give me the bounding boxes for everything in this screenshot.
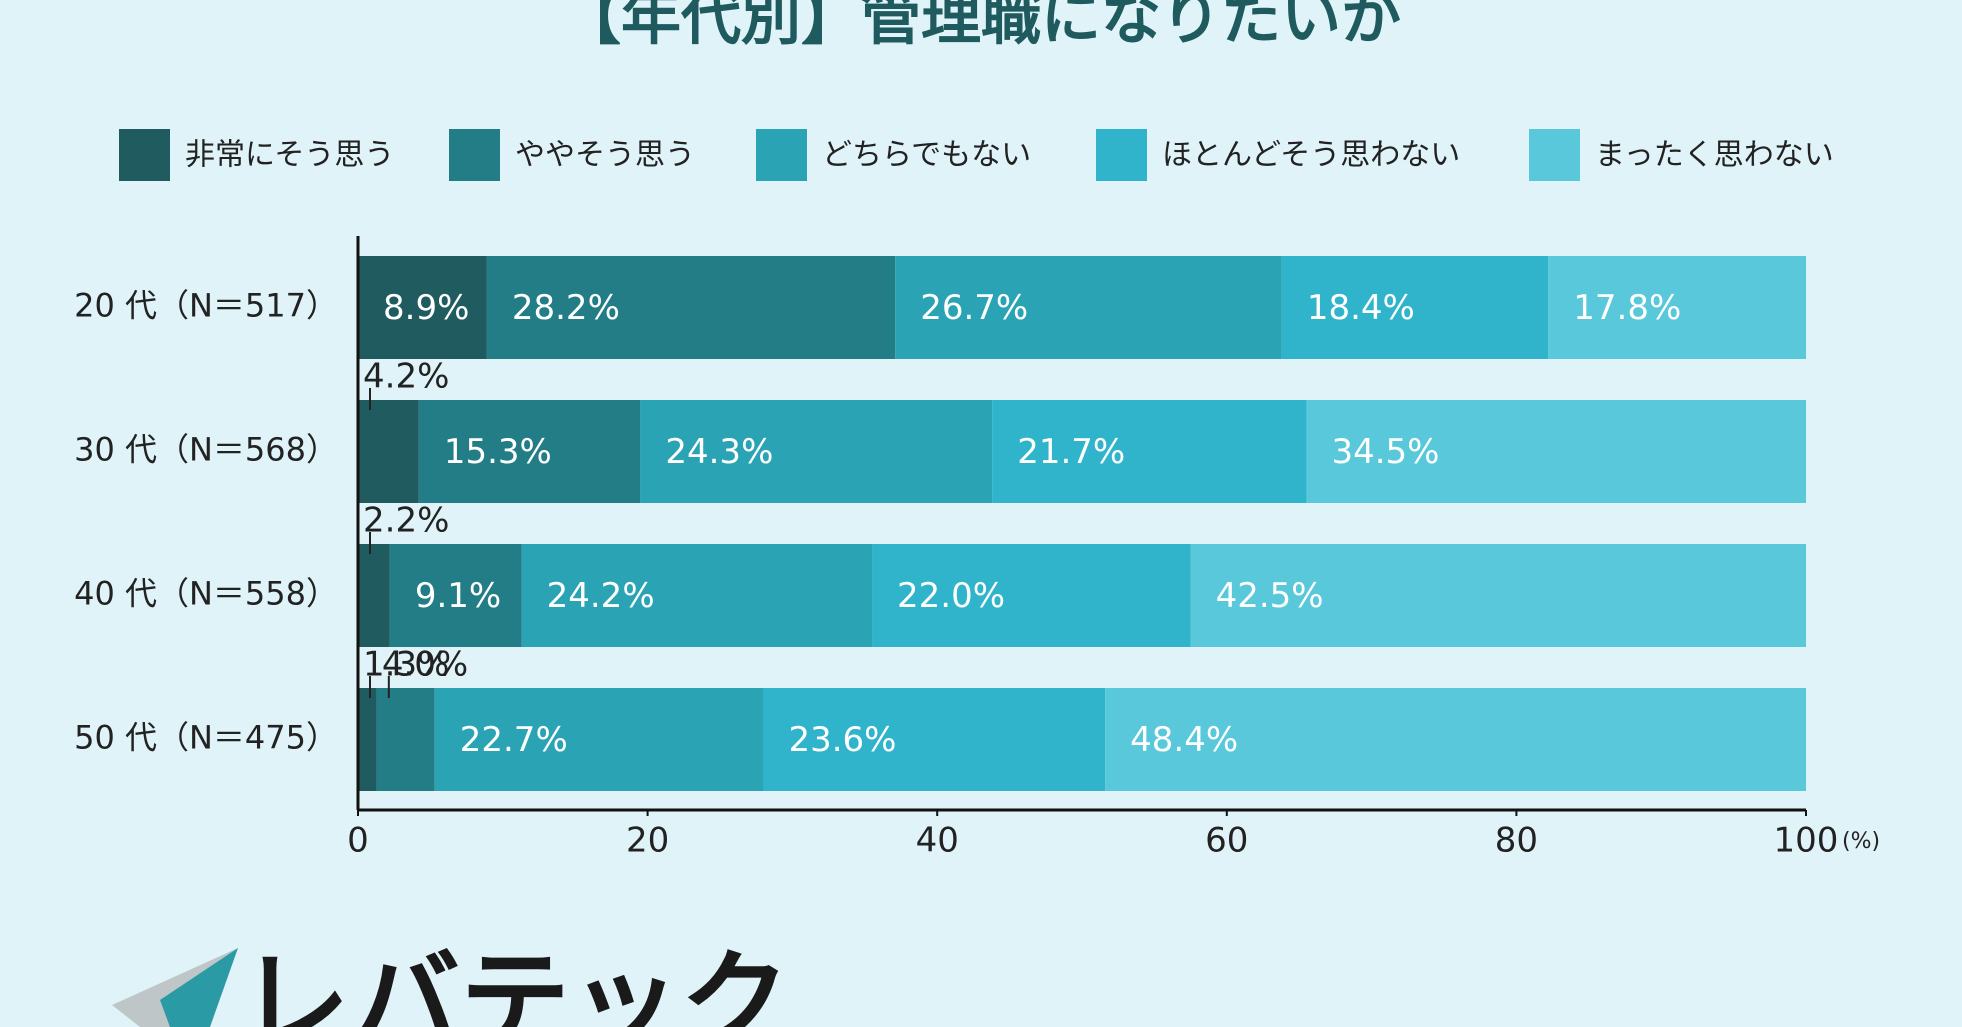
value-label: 22.0% xyxy=(897,576,1005,616)
value-label: 1.3% xyxy=(363,645,449,685)
bar-segment xyxy=(358,400,419,503)
legend-label: 非常にそう思う xyxy=(185,138,394,173)
value-label: 2.2% xyxy=(363,501,449,541)
bar-segment xyxy=(358,256,487,359)
value-label: 8.9% xyxy=(383,288,469,328)
bar-segment xyxy=(521,544,873,647)
legend-label: ややそう思う xyxy=(515,138,695,173)
legend-swatch xyxy=(449,129,500,181)
bar-segment xyxy=(1105,688,1806,791)
logo: レバテック xyxy=(240,938,790,1027)
chart-title: 【年代別】管理職になりたいか xyxy=(561,0,1401,54)
bar-segment xyxy=(640,400,993,503)
value-label: 15.3% xyxy=(444,432,552,472)
x-tick-label: 60 xyxy=(1205,821,1248,861)
bar-segment xyxy=(1548,256,1806,359)
bar-segment xyxy=(358,688,377,791)
y-tick-label: 20 代（N＝517） xyxy=(74,287,338,325)
bar-segment xyxy=(872,544,1191,647)
bar-segment xyxy=(1281,256,1549,359)
x-tick-label: 0 xyxy=(347,821,369,861)
x-tick-label: 100 xyxy=(1774,821,1839,861)
value-label: 4.2% xyxy=(363,357,449,397)
y-tick-label: 40 代（N＝558） xyxy=(74,575,338,613)
value-label: 23.6% xyxy=(788,720,896,760)
value-label: 9.1% xyxy=(415,576,501,616)
bar-segment xyxy=(376,688,435,791)
value-label: 18.4% xyxy=(1307,288,1415,328)
x-tick-label: 20 xyxy=(626,821,669,861)
legend-swatch xyxy=(756,129,807,181)
value-label: 28.2% xyxy=(512,288,620,328)
value-label: 4.0% xyxy=(382,645,468,685)
legend-label: まったく思わない xyxy=(1595,138,1834,173)
value-label: 34.5% xyxy=(1331,432,1439,472)
y-tick-label: 50 代（N＝475） xyxy=(74,719,338,757)
value-label: 48.4% xyxy=(1130,720,1238,760)
legend-swatch xyxy=(1096,129,1147,181)
bar-segment xyxy=(434,688,764,791)
x-tick-label: 40 xyxy=(916,821,959,861)
value-label: 17.8% xyxy=(1573,288,1681,328)
legend-label: ほとんどそう思わない xyxy=(1162,138,1460,173)
value-label: 21.7% xyxy=(1017,432,1125,472)
bar-segment xyxy=(1190,544,1806,647)
logo-mark xyxy=(160,948,238,1027)
x-tick-label: 80 xyxy=(1495,821,1538,861)
bar-segment xyxy=(763,688,1106,791)
bar-segment xyxy=(486,256,896,359)
bar-segment xyxy=(1306,400,1806,503)
legend-label: どちらでもない xyxy=(822,138,1031,173)
legend-swatch xyxy=(1529,129,1580,181)
value-label: 26.7% xyxy=(920,288,1028,328)
legend-swatch xyxy=(119,129,170,181)
value-label: 22.7% xyxy=(460,720,568,760)
value-label: 42.5% xyxy=(1216,576,1324,616)
x-unit: (%) xyxy=(1842,829,1880,854)
bar-segment xyxy=(418,400,641,503)
value-label: 24.3% xyxy=(665,432,773,472)
bar-segment xyxy=(389,544,522,647)
value-label: 24.2% xyxy=(547,576,655,616)
bar-segment xyxy=(358,544,390,647)
y-tick-label: 30 代（N＝568） xyxy=(74,431,338,469)
bar-segment xyxy=(992,400,1307,503)
bar-segment xyxy=(895,256,1282,359)
